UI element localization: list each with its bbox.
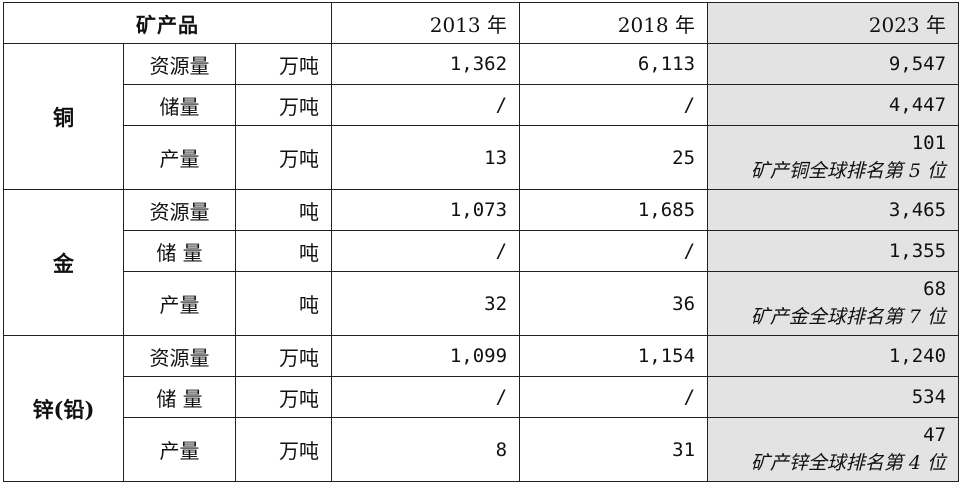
value-2018: 1,685 [519,189,709,231]
value-2018: / [519,376,709,418]
global-rank-note: 矿产锌全球排名第 4 位 [750,452,947,474]
header-year-2023: 2023 年 [707,2,960,44]
header-row: 矿产品 2013 年 2018 年 2023 年 [2,2,960,44]
value-2013: / [331,230,521,272]
table-row: 储量 万吨 / / 4,447 [4,84,960,126]
global-rank-note: 矿产金全球排名第 7 位 [750,306,947,328]
value-2018: 6,113 [519,43,709,85]
table-row: 锌(铅) 资源量 万吨 1,099 1,154 1,240 [3,335,960,482]
global-rank-note: 矿产铜全球排名第 5 位 [750,160,947,182]
metric-label: 产量 [123,417,236,482]
value-2013: / [331,84,521,126]
unit-label: 万吨 [234,125,333,190]
table-row: 铜 资源量 万吨 1,362 6,113 9,547 [3,43,960,190]
unit-label: 吨 [234,230,333,272]
value-2023-with-rank: 68 矿产金全球排名第 7 位 [707,271,960,336]
value-2018: / [519,230,709,272]
value-2013: 8 [331,417,521,482]
table-row: 储 量 万吨 / / 534 [4,376,960,418]
metal-label: 锌(铅) [3,335,124,482]
table-row: 产量 万吨 8 31 47 矿产锌全球排名第 4 位 [4,417,960,482]
unit-label: 万吨 [234,417,333,482]
metal-label: 金 [3,189,124,336]
value-2018: 31 [519,417,709,482]
value-2023-with-rank: 101 矿产铜全球排名第 5 位 [707,125,960,190]
mineral-data-table: 矿产品 2013 年 2018 年 2023 年 铜 资源量 万吨 1,362 … [2,2,960,482]
unit-label: 万吨 [234,335,333,377]
value-2013: 1,099 [331,335,521,377]
value-2013: / [331,376,521,418]
value-2013: 1,073 [331,189,521,231]
header-year-2018: 2018 年 [519,2,709,44]
metric-label: 储 量 [123,230,236,272]
table-row: 金 资源量 吨 1,073 1,685 3,465 [3,189,960,336]
value-2023: 534 [707,376,960,418]
value-2023: 4,447 [707,84,960,126]
table-row: 储 量 吨 / / 1,355 [4,230,960,272]
metric-label: 产量 [123,125,236,190]
value-2018: / [519,84,709,126]
value-2023: 47 [923,424,947,446]
header-product: 矿产品 [2,2,333,44]
value-2023: 1,355 [707,230,960,272]
value-2018: 25 [519,125,709,190]
header-year-2013: 2013 年 [331,2,521,44]
value-2013: 1,362 [331,43,521,85]
table-row: 产量 万吨 13 25 101 矿产铜全球排名第 5 位 [4,125,960,190]
unit-label: 万吨 [234,84,333,126]
metric-label: 资源量 [123,43,236,85]
metal-label: 铜 [3,43,124,190]
value-2023-with-rank: 47 矿产锌全球排名第 4 位 [707,417,960,482]
metric-label: 资源量 [123,189,236,231]
value-2018: 36 [519,271,709,336]
metric-label: 资源量 [123,335,236,377]
table-row: 产量 吨 32 36 68 矿产金全球排名第 7 位 [4,271,960,336]
value-2018: 1,154 [519,335,709,377]
value-2023: 9,547 [707,43,960,85]
metric-label: 储量 [123,84,236,126]
value-2013: 32 [331,271,521,336]
value-2023: 101 [911,132,947,154]
value-2023: 1,240 [707,335,960,377]
unit-label: 吨 [234,271,333,336]
metric-label: 产量 [123,271,236,336]
unit-label: 万吨 [234,376,333,418]
unit-label: 吨 [234,189,333,231]
value-2023: 68 [923,278,947,300]
unit-label: 万吨 [234,43,333,85]
metric-label: 储 量 [123,376,236,418]
value-2013: 13 [331,125,521,190]
value-2023: 3,465 [707,189,960,231]
